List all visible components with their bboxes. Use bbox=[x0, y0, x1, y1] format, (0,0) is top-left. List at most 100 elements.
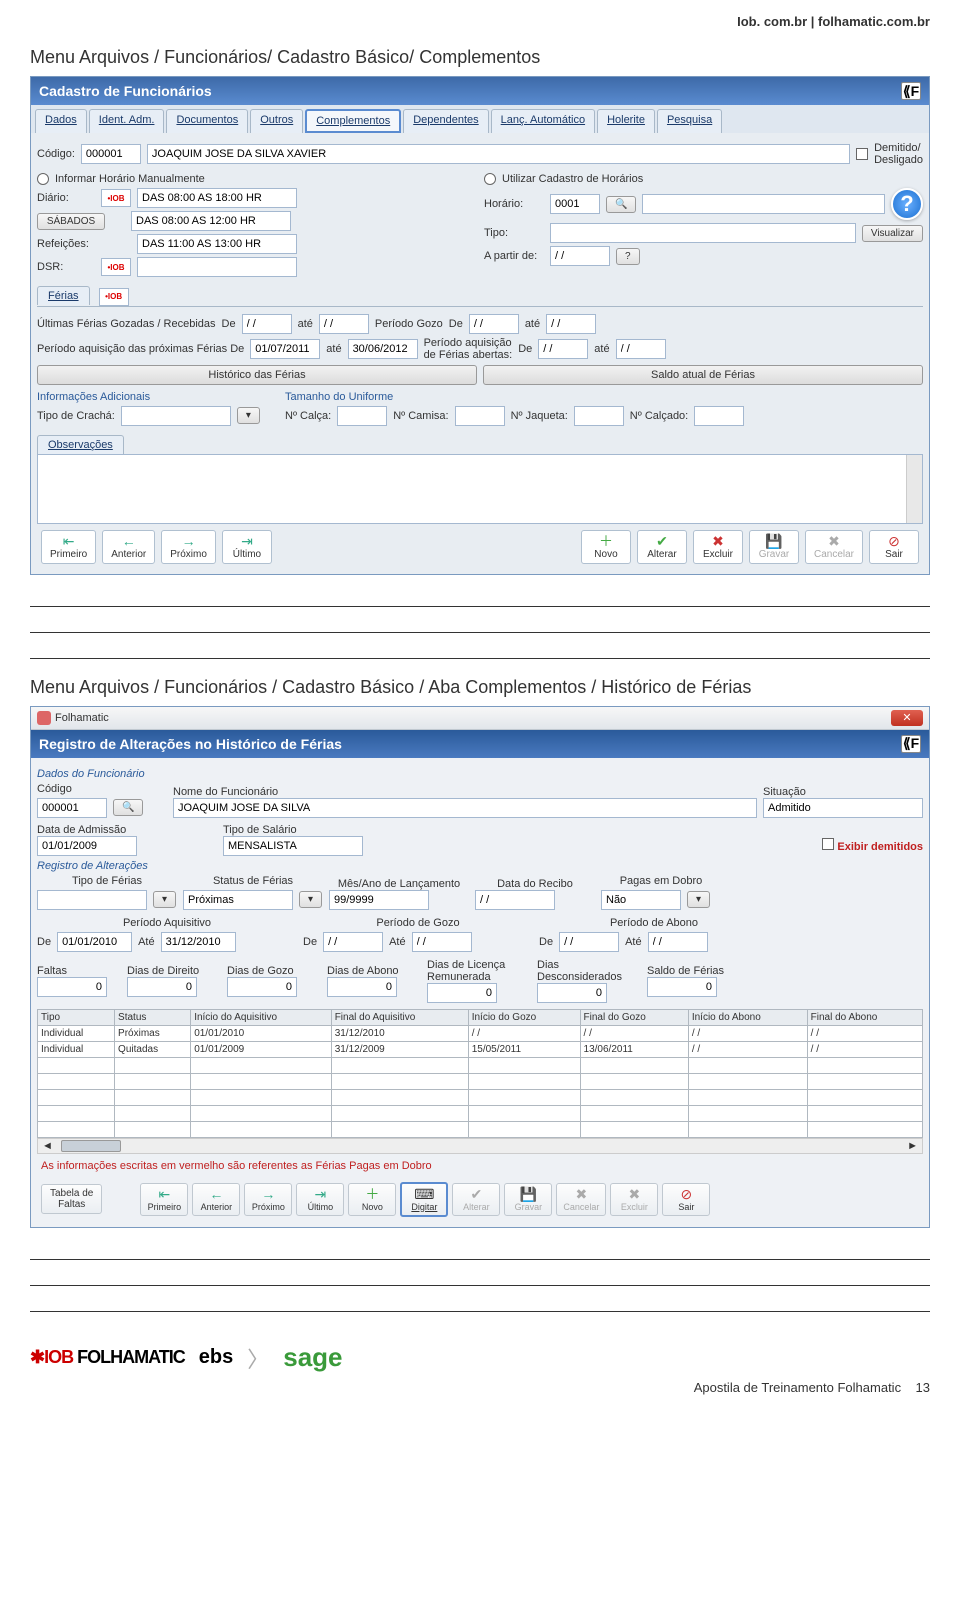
refeicoes-field[interactable] bbox=[137, 234, 297, 254]
excluir-button[interactable]: ✖Excluir bbox=[693, 530, 743, 564]
anterior-button[interactable]: ←Anterior bbox=[192, 1183, 240, 1216]
pagas-dobro-field[interactable] bbox=[601, 890, 681, 910]
dropdown-icon[interactable]: ▾ bbox=[237, 407, 260, 424]
close-window-icon[interactable]: ✕ bbox=[891, 710, 923, 726]
anterior-button[interactable]: ←Anterior bbox=[102, 530, 155, 564]
nome-field[interactable] bbox=[147, 144, 850, 164]
saldo-ferias-button[interactable]: Saldo atual de Férias bbox=[483, 365, 923, 385]
tab-dados[interactable]: Dados bbox=[35, 109, 87, 133]
pgz-ate-field[interactable] bbox=[412, 932, 472, 952]
primeiro-button[interactable]: ⇤Primeiro bbox=[41, 530, 96, 564]
tab-holerite[interactable]: Holerite bbox=[597, 109, 655, 133]
pab-de-field[interactable] bbox=[559, 932, 619, 952]
sair-button[interactable]: ⊘Sair bbox=[869, 530, 919, 564]
calca-field[interactable] bbox=[337, 406, 387, 426]
camisa-field[interactable] bbox=[455, 406, 505, 426]
diario-field[interactable] bbox=[137, 188, 297, 208]
data-recibo-field[interactable] bbox=[475, 890, 555, 910]
tipo-field[interactable] bbox=[550, 223, 856, 243]
tab-dependentes[interactable]: Dependentes bbox=[403, 109, 488, 133]
situacao-label: Situação bbox=[763, 786, 923, 798]
proximo-button[interactable]: →Próximo bbox=[244, 1183, 292, 1216]
proximo-button[interactable]: →Próximo bbox=[161, 530, 216, 564]
dropdown-icon[interactable]: ▾ bbox=[299, 891, 322, 908]
tab-ident-adm[interactable]: Ident. Adm. bbox=[89, 109, 165, 133]
dsr-field[interactable] bbox=[137, 257, 297, 277]
tabela-faltas-button[interactable]: Tabela de Faltas bbox=[41, 1184, 102, 1214]
sabados-button[interactable]: SÁBADOS bbox=[37, 213, 105, 230]
novo-button[interactable]: ＋Novo bbox=[348, 1183, 396, 1216]
situacao-field[interactable] bbox=[763, 798, 923, 818]
codigo-field[interactable] bbox=[37, 798, 107, 818]
radio-manual[interactable] bbox=[37, 173, 49, 185]
horario-desc-field[interactable] bbox=[642, 194, 885, 214]
tab-lanc-automatico[interactable]: Lanç. Automático bbox=[491, 109, 595, 133]
dropdown-icon[interactable]: ▾ bbox=[153, 891, 176, 908]
radio-cadastro[interactable] bbox=[484, 173, 496, 185]
demitido-checkbox[interactable] bbox=[856, 148, 868, 160]
paq-de-field[interactable] bbox=[250, 339, 320, 359]
ferias-tab[interactable]: Férias bbox=[37, 286, 90, 305]
ultimo-button[interactable]: ⇥Último bbox=[222, 530, 272, 564]
help-icon[interactable]: ? bbox=[891, 188, 923, 220]
pg-ate-field[interactable] bbox=[546, 314, 596, 334]
search-icon[interactable]: 🔍 bbox=[606, 196, 636, 213]
dropdown-icon[interactable]: ▾ bbox=[687, 891, 710, 908]
dias-abono-field[interactable] bbox=[327, 977, 397, 997]
digitar-button[interactable]: ⌨Digitar bbox=[400, 1182, 448, 1217]
alterar-button[interactable]: ✔Alterar bbox=[637, 530, 687, 564]
admissao-field[interactable] bbox=[37, 836, 137, 856]
iob-icon[interactable]: •IOB bbox=[99, 288, 129, 306]
dias-licenca-field[interactable] bbox=[427, 983, 497, 1003]
jaqueta-field[interactable] bbox=[574, 406, 624, 426]
dias-direito-field[interactable] bbox=[127, 977, 197, 997]
sabados-field[interactable] bbox=[131, 211, 291, 231]
scrollbar-horizontal[interactable]: ◄► bbox=[37, 1138, 923, 1154]
pafa-de-field[interactable] bbox=[538, 339, 588, 359]
iob-icon[interactable]: •IOB bbox=[101, 258, 131, 276]
exibir-demitidos-checkbox[interactable] bbox=[822, 838, 834, 850]
search-icon[interactable]: 🔍 bbox=[113, 799, 143, 816]
paq-de-field[interactable] bbox=[57, 932, 132, 952]
apartir-field[interactable] bbox=[550, 246, 610, 266]
status-ferias-field[interactable] bbox=[183, 890, 293, 910]
codigo-field[interactable] bbox=[81, 144, 141, 164]
dias-desconsiderados-field[interactable] bbox=[537, 983, 607, 1003]
uf-ate-field[interactable] bbox=[319, 314, 369, 334]
tab-documentos[interactable]: Documentos bbox=[166, 109, 248, 133]
dias-gozo-field[interactable] bbox=[227, 977, 297, 997]
table-row[interactable]: IndividualPróximas01/01/201031/12/2010/ … bbox=[38, 1025, 923, 1041]
table-row[interactable]: IndividualQuitadas01/01/200931/12/200915… bbox=[38, 1041, 923, 1057]
saldo-ferias-field[interactable] bbox=[647, 977, 717, 997]
pab-ate-field[interactable] bbox=[648, 932, 708, 952]
calcado-field[interactable] bbox=[694, 406, 744, 426]
tab-pesquisa[interactable]: Pesquisa bbox=[657, 109, 722, 133]
cracha-field[interactable] bbox=[121, 406, 231, 426]
faltas-field[interactable] bbox=[37, 977, 107, 997]
nome-field[interactable] bbox=[173, 798, 757, 818]
apartir-help-button[interactable]: ? bbox=[616, 248, 640, 265]
primeiro-button[interactable]: ⇤Primeiro bbox=[140, 1183, 188, 1216]
paq-ate-field[interactable] bbox=[348, 339, 418, 359]
tipo-label: Tipo: bbox=[484, 227, 544, 239]
horario-field[interactable] bbox=[550, 194, 600, 214]
uf-de-field[interactable] bbox=[242, 314, 292, 334]
pgz-de-field[interactable] bbox=[323, 932, 383, 952]
observacoes-textarea[interactable] bbox=[37, 454, 923, 524]
sair-button[interactable]: ⊘Sair bbox=[662, 1183, 710, 1216]
tipo-ferias-field[interactable] bbox=[37, 890, 147, 910]
tab-complementos[interactable]: Complementos bbox=[305, 109, 401, 133]
ultimo-button[interactable]: ⇥Último bbox=[296, 1183, 344, 1216]
observacoes-tab[interactable]: Observações bbox=[37, 435, 124, 454]
visualizar-button[interactable]: Visualizar bbox=[862, 225, 923, 242]
pafa-ate-field[interactable] bbox=[616, 339, 666, 359]
pg-de-field[interactable] bbox=[469, 314, 519, 334]
paq-ate-field[interactable] bbox=[161, 932, 236, 952]
tab-outros[interactable]: Outros bbox=[250, 109, 303, 133]
mes-ano-field[interactable] bbox=[329, 890, 429, 910]
historico-ferias-button[interactable]: Histórico das Férias bbox=[37, 365, 477, 385]
tipo-salario-field[interactable] bbox=[223, 836, 363, 856]
iob-icon[interactable]: •IOB bbox=[101, 189, 131, 207]
novo-button[interactable]: ＋Novo bbox=[581, 530, 631, 564]
scrollbar-vertical[interactable] bbox=[906, 455, 922, 523]
